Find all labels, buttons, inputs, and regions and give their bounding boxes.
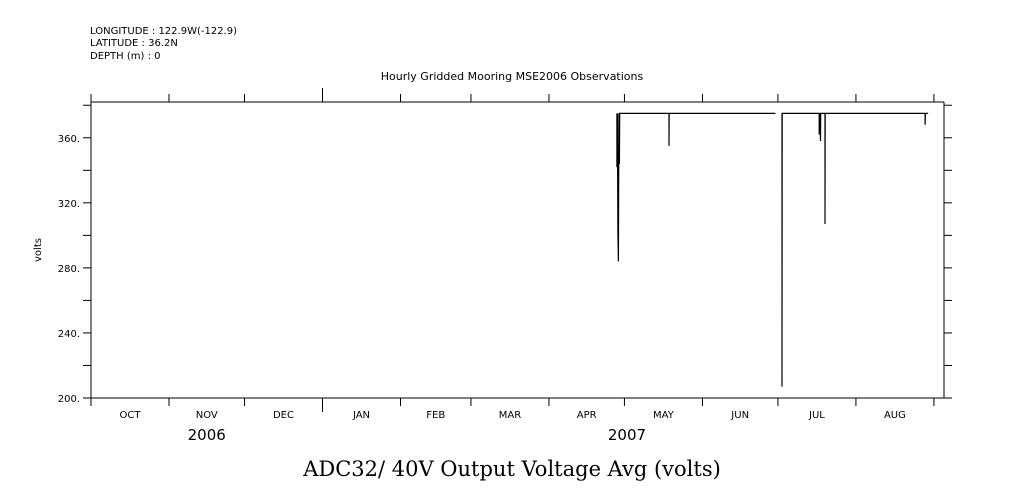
- x-year-label: 2007: [608, 426, 646, 444]
- y-tick-label: 360.: [58, 134, 80, 145]
- x-month-label: JAN: [352, 410, 370, 421]
- x-month-label: MAY: [653, 410, 675, 421]
- depth-label: DEPTH (m) : 0: [90, 51, 161, 62]
- chart-title: Hourly Gridded Mooring MSE2006 Observati…: [381, 70, 644, 83]
- x-month-label: NOV: [196, 410, 218, 421]
- x-month-label: DEC: [273, 410, 294, 421]
- data-series-line: [781, 112, 929, 387]
- x-month-label: MAR: [499, 410, 521, 421]
- x-month-label: AUG: [884, 410, 906, 421]
- y-axis-label: volts: [33, 238, 44, 262]
- x-month-label: FEB: [426, 410, 445, 421]
- data-series-line: [616, 112, 776, 262]
- y-tick-label: 240.: [58, 329, 80, 340]
- x-month-label: JUL: [808, 410, 825, 421]
- x-month-label: JUN: [730, 410, 749, 421]
- y-tick-label: 320.: [58, 199, 80, 210]
- latitude-label: LATITUDE : 36.2N: [90, 38, 178, 49]
- x-axis-label: ADC32/ 40V Output Voltage Avg (volts): [302, 457, 721, 481]
- longitude-label: LONGITUDE : 122.9W(-122.9): [90, 26, 237, 37]
- x-month-label: OCT: [120, 410, 142, 421]
- y-tick-label: 280.: [58, 264, 80, 275]
- y-tick-label: 200.: [58, 394, 80, 405]
- x-year-label: 2006: [188, 426, 226, 444]
- x-month-label: APR: [577, 410, 597, 421]
